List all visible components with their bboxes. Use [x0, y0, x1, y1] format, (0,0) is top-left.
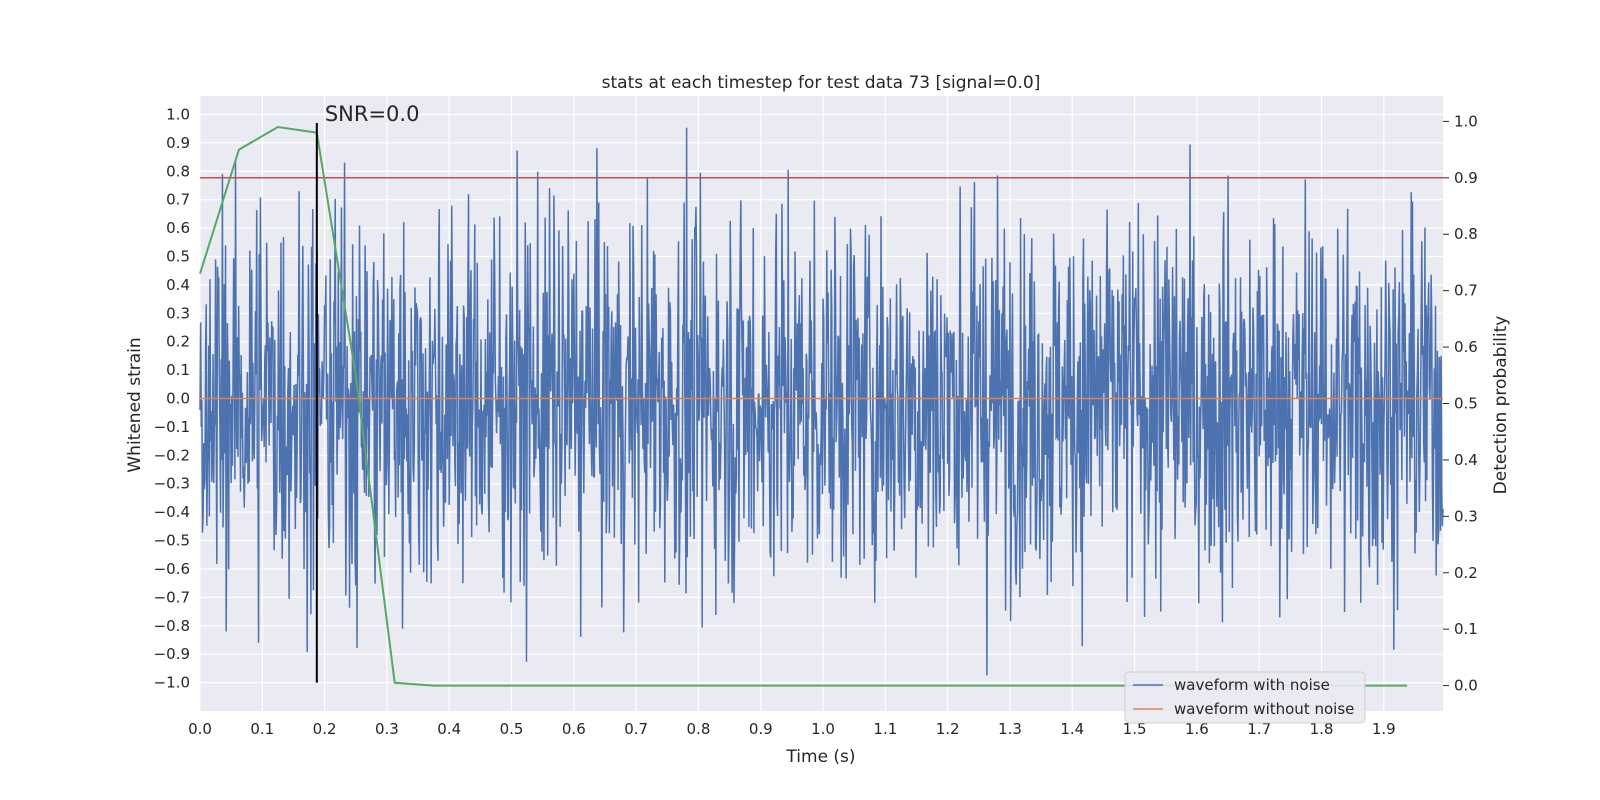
x-tick-label: 0.1: [250, 720, 274, 738]
snr-annotation: SNR=0.0: [325, 102, 420, 126]
legend-box: [1124, 671, 1366, 724]
y-right-tick-labels: 1.0 0.9 0.8 0.7 0.6 0.5 0.4 0.3 0.2 0.1 0.0: [1443, 112, 1478, 695]
y-tick-label: −0.9: [154, 645, 190, 663]
y-axis-label: Whitened strain: [125, 337, 145, 472]
x-tick-label: 1.7: [1247, 720, 1271, 738]
y-tick-label: −0.2: [154, 446, 190, 464]
y-tick-label: 0.1: [166, 361, 190, 379]
y-tick-labels: 1.0 0.9 0.8 0.7 0.6 0.5 0.4 0.3 0.2 0.1 0.0 −0.1 −0.…: [154, 105, 190, 691]
legend: waveform with noise waveform without noi…: [1124, 671, 1366, 724]
y-tick-label: −0.8: [154, 617, 190, 635]
y-tick-label: 0.5: [166, 247, 190, 265]
y-tick-label: −0.4: [154, 503, 190, 521]
y-right-tick-label: 0.6: [1454, 338, 1478, 356]
x-tick-labels: 0.0 0.1 0.2 0.3 0.4 0.5 0.6 0.7 0.8 0.9 1.0 1.1 1.2 1…: [188, 720, 1396, 738]
x-tick-label: 0.0: [188, 720, 212, 738]
y-tick-label: 0.3: [166, 304, 190, 322]
y-tick-label: −1.0: [154, 674, 190, 692]
y-tick-label: 0.4: [166, 276, 190, 294]
series-line-waveform-with-noise: [199, 127, 1444, 676]
y-tick-label: −0.1: [154, 418, 190, 436]
x-tick-label: 0.2: [313, 720, 337, 738]
x-tick-label: 1.6: [1185, 720, 1209, 738]
y-right-tick-label: 0.5: [1454, 395, 1478, 413]
x-axis-label: Time (s): [785, 747, 855, 767]
y-tick-label: −0.5: [154, 532, 190, 550]
y-tick-label: 0.9: [166, 134, 190, 152]
y-tick-label: 0.8: [166, 162, 190, 180]
y-right-tick-label: 0.7: [1454, 282, 1478, 300]
x-tick-label: 1.3: [998, 720, 1022, 738]
x-tick-label: 0.3: [375, 720, 399, 738]
y-tick-label: 0.2: [166, 333, 190, 351]
x-tick-label: 1.4: [1060, 720, 1084, 738]
x-tick-label: 1.2: [936, 720, 960, 738]
x-tick-label: 0.4: [437, 720, 461, 738]
y-tick-label: 0.6: [166, 219, 190, 237]
y-right-tick-label: 0.9: [1454, 169, 1478, 187]
x-tick-label: 1.9: [1372, 720, 1396, 738]
x-tick-label: 0.7: [624, 720, 648, 738]
x-tick-label: 0.6: [562, 720, 586, 738]
x-tick-label: 1.0: [811, 720, 835, 738]
legend-label-waveform-with-noise: waveform with noise: [1174, 676, 1330, 694]
x-tick-label: 1.1: [873, 720, 897, 738]
x-tick-label: 1.5: [1123, 720, 1147, 738]
y-right-tick-label: 0.2: [1454, 564, 1478, 582]
x-tick-label: 0.5: [500, 720, 524, 738]
x-tick-label: 0.9: [749, 720, 773, 738]
y-right-axis-label: Detection probability: [1491, 316, 1511, 495]
y-right-tick-label: 0.3: [1454, 507, 1478, 525]
y-tick-label: −0.7: [154, 588, 190, 606]
y-right-tick-label: 0.8: [1454, 225, 1478, 243]
y-tick-label: −0.6: [154, 560, 190, 578]
x-tick-label: 1.8: [1310, 720, 1334, 738]
y-right-tick-label: 0.0: [1454, 677, 1478, 695]
y-tick-label: 0.7: [166, 191, 190, 209]
x-tick-label: 0.8: [687, 720, 711, 738]
y-tick-label: −0.3: [154, 475, 190, 493]
y-right-tick-label: 1.0: [1454, 112, 1478, 130]
y-tick-label: 0.0: [166, 390, 190, 408]
y-right-tick-label: 0.4: [1454, 451, 1478, 469]
y-tick-label: 1.0: [166, 105, 190, 123]
legend-label-waveform-without-noise: waveform without noise: [1174, 700, 1354, 718]
chart-title: stats at each timestep for test data 73 …: [602, 73, 1041, 93]
noise-series-layer: [199, 127, 1444, 676]
y-right-tick-label: 0.1: [1454, 620, 1478, 638]
